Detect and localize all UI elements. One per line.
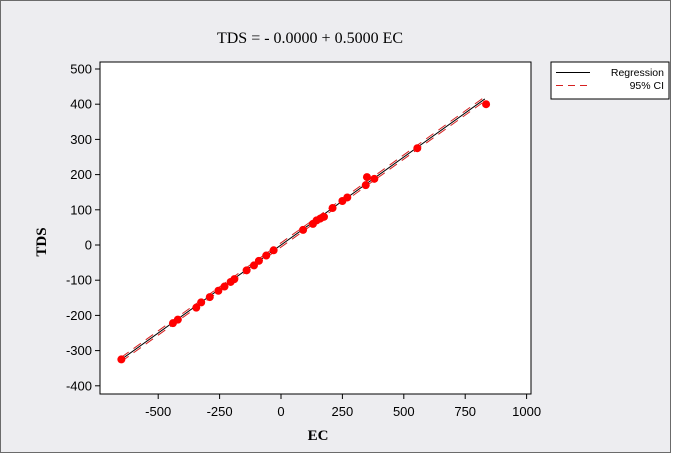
data-point	[262, 251, 271, 260]
x-tick-label: 1000	[512, 404, 541, 419]
data-point	[205, 293, 214, 302]
data-point	[254, 256, 263, 265]
y-tick-label: 300	[70, 132, 92, 147]
x-tick-label: 500	[393, 404, 415, 419]
data-point	[269, 246, 278, 255]
data-point	[362, 173, 371, 182]
y-tick-label: 400	[70, 97, 92, 112]
y-tick-label: 0	[85, 238, 92, 253]
data-point	[361, 181, 370, 190]
chart-title: TDS = - 0.0000 + 0.5000 EC	[216, 30, 404, 47]
x-axis-title: EC	[308, 428, 329, 444]
x-tick-label: -500	[145, 404, 171, 419]
y-axis-title: TDS	[34, 227, 50, 256]
legend-label: 95% CI	[630, 80, 664, 92]
data-point	[242, 266, 251, 275]
data-point	[413, 144, 422, 153]
legend-label: Regression	[611, 67, 664, 79]
y-tick-label: -100	[66, 273, 92, 288]
y-tick-label: 200	[70, 167, 92, 182]
x-tick-label: -250	[207, 404, 233, 419]
x-tick-label: 250	[332, 404, 354, 419]
data-point	[220, 282, 229, 291]
data-point	[192, 303, 201, 312]
y-tick-label: -300	[66, 343, 92, 358]
x-tick-label: 750	[454, 404, 476, 419]
data-points	[117, 100, 491, 364]
y-tick-label: 500	[70, 62, 92, 77]
data-point	[230, 275, 239, 284]
data-point	[197, 298, 206, 307]
data-point	[482, 100, 491, 109]
data-point	[343, 193, 352, 202]
data-point	[370, 174, 379, 183]
legend-box	[550, 61, 670, 100]
data-point	[117, 355, 126, 364]
axes: -500 -250 0 250 500 750 10005004003002001000-1…	[66, 62, 541, 420]
data-point	[328, 204, 337, 213]
data-point	[214, 286, 223, 295]
y-tick-label: -400	[66, 378, 92, 393]
data-point	[173, 315, 182, 324]
y-tick-label: -200	[66, 308, 92, 323]
y-tick-label: 100	[70, 202, 92, 217]
data-point	[319, 212, 328, 221]
x-tick-label: 0	[277, 404, 284, 419]
data-point	[299, 225, 308, 234]
